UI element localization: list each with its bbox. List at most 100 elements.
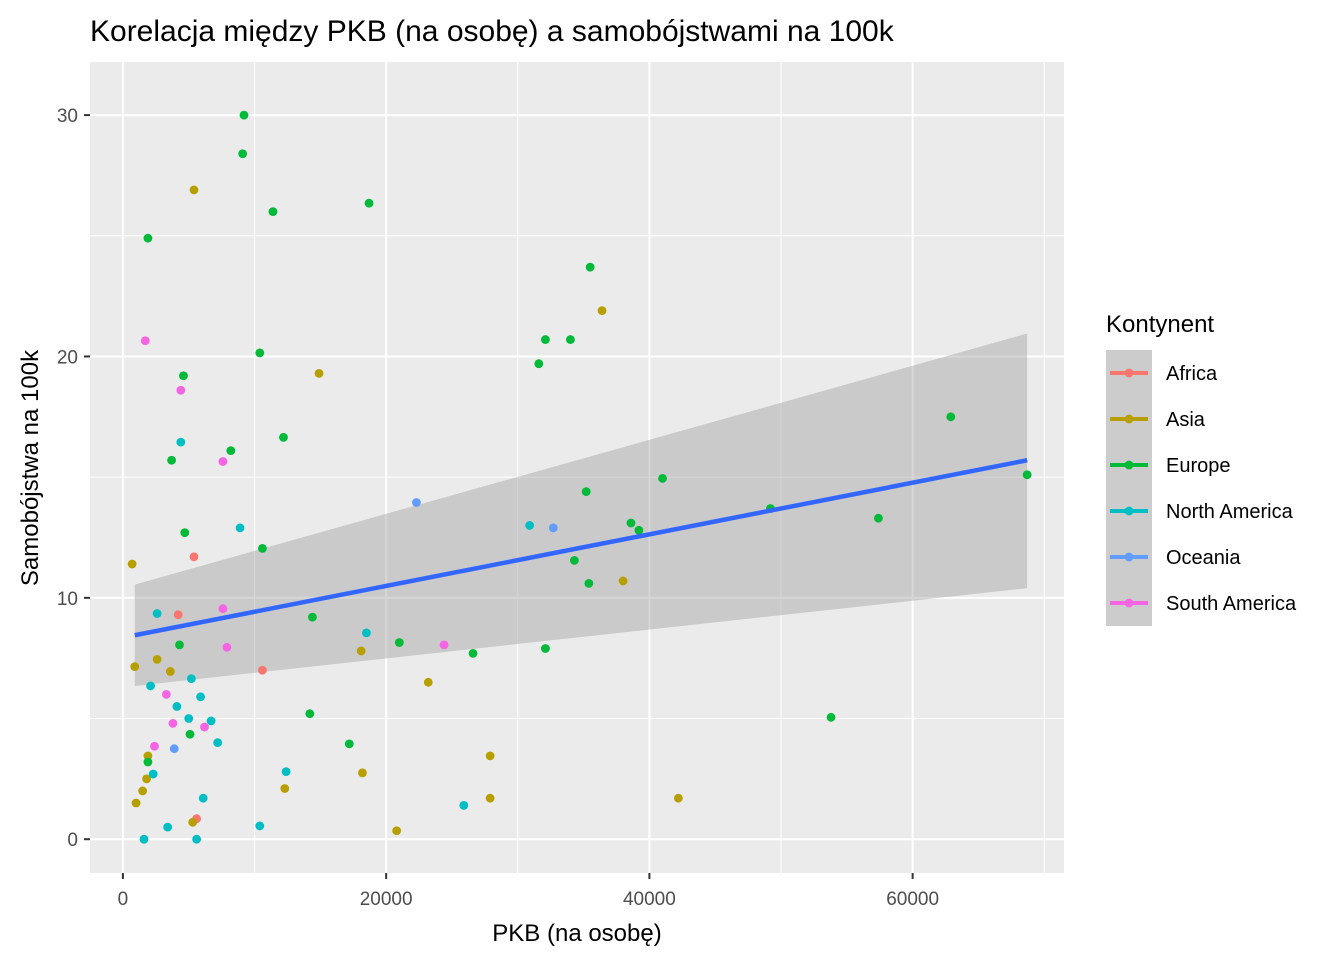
grid-major-lines [90,62,1064,873]
point-europe-15 [308,612,317,622]
point-europe-27 [585,262,595,272]
point-oceania-2 [548,523,558,533]
legend-label-africa: Africa [1166,363,1218,385]
point-europe-26 [584,578,594,588]
y-tick-label-1: 10 [57,589,78,610]
legend-key-point-oceania [1124,552,1134,562]
y-tick-label-0: 0 [67,830,78,851]
legend-label-oceania: Oceania [1166,547,1241,569]
point-north-america-14 [235,523,245,533]
point-asia-16 [485,751,495,761]
trend-line [134,458,1028,638]
x-tick-label-0: 0 [118,889,129,910]
point-north-america-4 [163,822,173,832]
point-europe-16 [344,739,354,749]
point-europe-19 [468,648,478,658]
confidence-ribbon [134,333,1028,686]
point-asia-8 [188,817,198,827]
point-oceania-0 [169,744,179,754]
point-europe-12 [268,207,278,217]
point-north-america-2 [148,769,158,779]
point-europe-17 [364,198,374,208]
point-south-america-4 [176,385,186,395]
legend-key-point-europe [1124,460,1134,470]
point-asia-3 [138,786,148,796]
x-tick-label-3: 60000 [886,889,939,910]
point-asia-11 [314,368,324,378]
point-europe-33 [874,513,883,523]
point-europe-30 [658,473,667,483]
y-axis-ticks: 0 10 20 30 [57,106,90,851]
point-europe-2 [167,455,177,465]
y-tick-label-3: 30 [57,106,78,127]
x-tick-label-1: 20000 [360,889,413,910]
point-africa-1 [189,552,199,562]
point-europe-14 [305,709,315,719]
point-asia-0 [127,559,137,569]
legend-label-europe: Europe [1166,455,1231,477]
point-europe-21 [541,335,550,344]
point-asia-14 [392,826,402,836]
point-north-america-18 [459,801,469,810]
legend: Kontynent Africa Asia Europe North America O… [1106,311,1297,626]
point-europe-3 [175,640,184,650]
point-south-america-0 [140,336,150,346]
point-north-america-12 [206,716,216,726]
point-europe-11 [258,543,267,553]
point-europe-23 [566,335,575,344]
legend-label-south-america: South America [1166,593,1297,615]
point-europe-25 [581,487,591,497]
legend-label-north-america: North America [1166,501,1294,523]
point-north-america-7 [184,714,194,723]
point-north-america-19 [525,521,535,530]
point-north-america-17 [362,628,371,638]
point-europe-20 [534,359,544,369]
point-asia-10 [280,784,290,793]
point-oceania-1 [412,498,421,507]
point-asia-1 [130,662,140,672]
point-europe-35 [1022,470,1032,480]
point-europe-34 [946,412,956,422]
point-north-america-15 [255,821,265,831]
point-asia-9 [189,185,199,195]
point-europe-7 [226,446,236,456]
point-asia-15 [423,677,433,687]
point-south-america-7 [218,457,228,466]
chart-title: Korelacja między PKB (na osobę) a samobó… [90,15,895,48]
point-asia-19 [618,576,628,586]
point-asia-6 [152,654,162,664]
point-north-america-6 [176,437,186,447]
point-europe-24 [569,556,579,565]
point-north-america-8 [186,674,196,684]
point-europe-28 [626,518,636,528]
legend-key-point-asia [1124,414,1134,424]
legend-items: Africa Asia Europe North America Oceania Sout… [1106,350,1297,626]
y-axis-title: Samobójstwa na 100k [17,349,44,586]
x-axis-ticks: 0 20000 40000 60000 [118,873,939,910]
point-asia-12 [356,646,366,656]
point-europe-10 [255,348,265,358]
point-south-america-3 [168,718,178,728]
point-europe-32 [826,712,836,722]
point-north-america-1 [146,681,155,691]
point-north-america-13 [213,738,223,748]
point-europe-8 [238,149,248,159]
point-north-america-5 [172,702,182,711]
point-africa-0 [173,610,183,620]
point-europe-5 [180,528,190,538]
point-north-america-0 [139,834,149,844]
point-asia-13 [358,768,367,778]
point-asia-5 [143,751,153,761]
point-africa-3 [258,665,267,675]
grid-minor-lines [90,62,1064,873]
point-south-america-2 [161,689,171,699]
legend-label-asia: Asia [1166,409,1206,431]
point-south-america-6 [218,604,228,614]
legend-key-background [1106,350,1152,626]
point-europe-13 [279,432,288,442]
point-europe-0 [143,233,153,243]
point-asia-18 [597,306,607,316]
data-points [127,110,1032,844]
point-north-america-10 [196,692,205,702]
legend-key-point-africa [1124,368,1134,378]
